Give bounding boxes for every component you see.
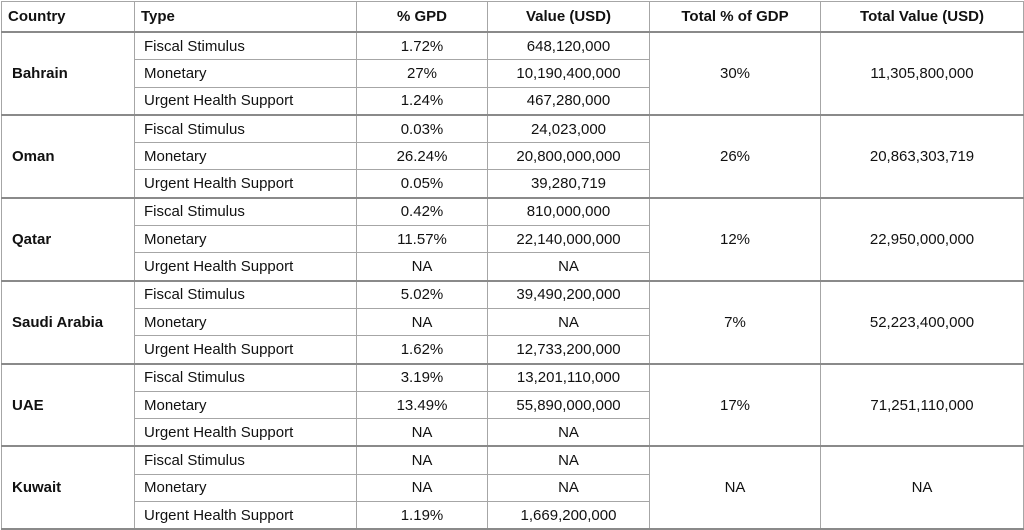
value-cell: 648,120,000 bbox=[487, 31, 650, 61]
table-row: Urgent Health Support 1.24% 467,280,000 bbox=[2, 86, 1024, 116]
gpd-cell: 26.24% bbox=[356, 142, 488, 171]
type-cell: Monetary bbox=[134, 142, 357, 171]
header-total-value: Total Value (USD) bbox=[820, 1, 1024, 33]
table-row: Urgent Health Support NA NA bbox=[2, 418, 1024, 448]
type-cell: Urgent Health Support bbox=[134, 418, 357, 448]
value-cell: 55,890,000,000 bbox=[487, 390, 650, 420]
country-cell: Kuwait bbox=[1, 445, 135, 530]
total-value-cell: 20,863,303,719 bbox=[820, 114, 1024, 199]
table-row: Bahrain Fiscal Stimulus 1.72% 648,120,00… bbox=[1, 31, 1024, 116]
table-row: UAE Fiscal Stimulus 3.19% 13,201,110,000… bbox=[1, 363, 1024, 448]
value-cell: 13,201,110,000 bbox=[487, 363, 650, 392]
gpd-cell: 1.24% bbox=[356, 86, 488, 116]
type-cell: Monetary bbox=[134, 225, 357, 254]
country-cell: Qatar bbox=[1, 197, 135, 282]
value-cell: 810,000,000 bbox=[487, 197, 650, 227]
total-gdp-cell: 7% bbox=[649, 280, 821, 365]
table-row: Monetary NA NA bbox=[2, 473, 1024, 503]
type-cell: Urgent Health Support bbox=[134, 501, 357, 530]
country-cell: Bahrain bbox=[1, 31, 135, 116]
gpd-cell: NA bbox=[356, 418, 488, 448]
country-cell: Saudi Arabia bbox=[1, 280, 135, 365]
country-cell: UAE bbox=[1, 363, 135, 448]
type-cell: Fiscal Stimulus bbox=[134, 445, 357, 475]
table-row: Urgent Health Support NA NA bbox=[2, 252, 1024, 282]
country-cell: Oman bbox=[1, 114, 135, 199]
type-cell: Monetary bbox=[134, 307, 357, 337]
total-value-cell: 11,305,800,000 bbox=[820, 31, 1024, 116]
gpd-cell: 1.19% bbox=[356, 501, 488, 530]
total-value-cell: NA bbox=[820, 445, 1024, 530]
type-cell: Fiscal Stimulus bbox=[134, 363, 357, 392]
type-cell: Monetary bbox=[134, 59, 357, 88]
table-body: Bahrain Fiscal Stimulus 1.72% 648,120,00… bbox=[1, 31, 1024, 530]
value-cell: NA bbox=[487, 445, 650, 475]
gpd-cell: 1.62% bbox=[356, 335, 488, 365]
type-cell: Urgent Health Support bbox=[134, 252, 357, 282]
type-cell: Urgent Health Support bbox=[134, 86, 357, 116]
type-cell: Fiscal Stimulus bbox=[134, 197, 357, 227]
gpd-cell: NA bbox=[356, 473, 488, 503]
table-row: Urgent Health Support 0.05% 39,280,719 bbox=[2, 169, 1024, 199]
total-gdp-cell: 30% bbox=[649, 31, 821, 116]
value-cell: 39,280,719 bbox=[487, 169, 650, 199]
total-gdp-cell: 17% bbox=[649, 363, 821, 448]
header-total-gdp: Total % of GDP bbox=[649, 1, 821, 33]
table-row: Oman Fiscal Stimulus 0.03% 24,023,000 26… bbox=[1, 114, 1024, 199]
total-gdp-cell: 26% bbox=[649, 114, 821, 199]
gpd-cell: 0.03% bbox=[356, 114, 488, 144]
header-value: Value (USD) bbox=[487, 1, 650, 33]
header-type: Type bbox=[134, 1, 357, 33]
value-cell: 22,140,000,000 bbox=[487, 225, 650, 254]
type-cell: Fiscal Stimulus bbox=[134, 114, 357, 144]
value-cell: 20,800,000,000 bbox=[487, 142, 650, 171]
header-country: Country bbox=[1, 1, 135, 33]
gpd-cell: 0.05% bbox=[356, 169, 488, 199]
gpd-cell: 0.42% bbox=[356, 197, 488, 227]
value-cell: 467,280,000 bbox=[487, 86, 650, 116]
type-cell: Urgent Health Support bbox=[134, 335, 357, 365]
value-cell: NA bbox=[487, 307, 650, 337]
gpd-cell: NA bbox=[356, 252, 488, 282]
type-cell: Urgent Health Support bbox=[134, 169, 357, 199]
total-value-cell: 22,950,000,000 bbox=[820, 197, 1024, 282]
table-row: Saudi Arabia Fiscal Stimulus 5.02% 39,49… bbox=[1, 280, 1024, 365]
table-row: Kuwait Fiscal Stimulus NA NA NA NA bbox=[1, 445, 1024, 530]
table-row: Monetary 13.49% 55,890,000,000 bbox=[2, 390, 1024, 420]
type-cell: Fiscal Stimulus bbox=[134, 280, 357, 309]
total-value-cell: 52,223,400,000 bbox=[820, 280, 1024, 365]
gpd-cell: 11.57% bbox=[356, 225, 488, 254]
total-gdp-cell: NA bbox=[649, 445, 821, 530]
table-row: Monetary 11.57% 22,140,000,000 bbox=[2, 225, 1024, 254]
type-cell: Monetary bbox=[134, 473, 357, 503]
gpd-cell: 3.19% bbox=[356, 363, 488, 392]
table-row: Monetary 27% 10,190,400,000 bbox=[2, 59, 1024, 88]
value-cell: NA bbox=[487, 418, 650, 448]
table-row: Monetary NA NA bbox=[2, 307, 1024, 337]
value-cell: NA bbox=[487, 252, 650, 282]
total-gdp-cell: 12% bbox=[649, 197, 821, 282]
gpd-cell: 27% bbox=[356, 59, 488, 88]
header-gpd: % GPD bbox=[356, 1, 488, 33]
header-row: Country Type % GPD Value (USD) Total % o… bbox=[1, 1, 1024, 33]
gpd-cell: NA bbox=[356, 445, 488, 475]
table-row: Urgent Health Support 1.62% 12,733,200,0… bbox=[2, 335, 1024, 365]
type-cell: Fiscal Stimulus bbox=[134, 31, 357, 61]
table-row: Monetary 26.24% 20,800,000,000 bbox=[2, 142, 1024, 171]
type-cell: Monetary bbox=[134, 390, 357, 420]
gpd-cell: NA bbox=[356, 307, 488, 337]
gpd-cell: 5.02% bbox=[356, 280, 488, 309]
value-cell: 1,669,200,000 bbox=[487, 501, 650, 530]
total-value-cell: 71,251,110,000 bbox=[820, 363, 1024, 448]
value-cell: NA bbox=[487, 473, 650, 503]
gpd-cell: 1.72% bbox=[356, 31, 488, 61]
table-row: Qatar Fiscal Stimulus 0.42% 810,000,000 … bbox=[1, 197, 1024, 282]
table-header: Country Type % GPD Value (USD) Total % o… bbox=[1, 1, 1024, 33]
value-cell: 10,190,400,000 bbox=[487, 59, 650, 88]
value-cell: 12,733,200,000 bbox=[487, 335, 650, 365]
value-cell: 24,023,000 bbox=[487, 114, 650, 144]
value-cell: 39,490,200,000 bbox=[487, 280, 650, 309]
gpd-cell: 13.49% bbox=[356, 390, 488, 420]
